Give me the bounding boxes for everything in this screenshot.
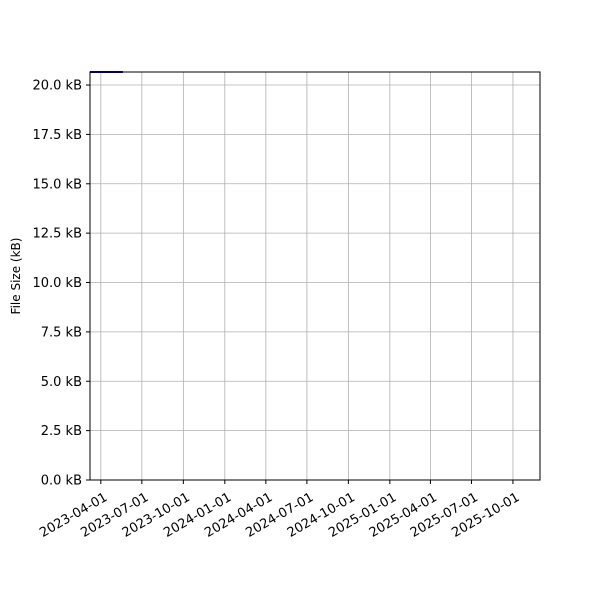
ticks: 2023-04-012023-07-012023-10-012024-01-01… <box>32 79 522 541</box>
y-tick-label: 2.5 kB <box>41 424 82 439</box>
y-tick-label: 10.0 kB <box>32 276 82 291</box>
grid <box>90 72 540 481</box>
y-tick-label: 7.5 kB <box>41 325 82 340</box>
y-tick-label: 12.5 kB <box>32 227 82 242</box>
y-axis-label: File Size (kB) <box>9 238 23 315</box>
axes-frame <box>89 71 541 481</box>
y-tick-label: 17.5 kB <box>32 128 82 143</box>
y-tick-label: 15.0 kB <box>32 177 82 192</box>
y-tick-label: 5.0 kB <box>41 375 82 390</box>
y-tick-label: 0.0 kB <box>41 474 82 489</box>
y-tick-label: 20.0 kB <box>32 79 82 94</box>
